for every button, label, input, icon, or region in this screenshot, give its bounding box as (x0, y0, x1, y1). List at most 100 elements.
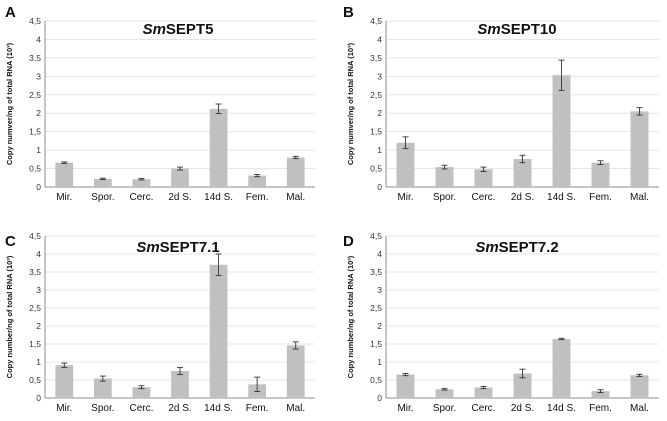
bar (435, 167, 454, 187)
bar (435, 389, 454, 398)
y-tick-label: 0 (377, 393, 382, 403)
chart-title: SmSEPT7.2 (475, 239, 558, 256)
y-tick-label: 1,5 (29, 127, 41, 137)
chart-panel-a: 0 0,5 1 1,5 2 2,5 3 3,5 4 4,5 Mir. Spor. Cerc. 2d S. 1… (5, 4, 315, 203)
chart-panel-c: 0 0,5 1 1,5 2 2,5 3 3,5 4 4,5 Mir. Spor. Cerc. 2d S. 1… (5, 231, 315, 414)
chart-panel-b: 0 0,5 1 1,5 2 2,5 3 3,5 4 4,5 Mir. Spor. Cerc. 2d S. 1… (343, 4, 659, 203)
y-tick-label: 0,5 (370, 375, 382, 385)
y-tick-label: 0 (377, 182, 382, 192)
y-tick-label: 4 (377, 34, 382, 44)
bar (552, 338, 571, 398)
y-tick-label: 0,5 (370, 164, 382, 174)
y-tick-label: 2 (377, 108, 382, 118)
y-tick-label: 4,5 (370, 231, 382, 241)
bar (171, 371, 189, 398)
panel-letter: D (343, 233, 354, 250)
chart-title-rest: SEPT5 (166, 21, 214, 38)
bar (132, 179, 151, 187)
y-tick-label: 1 (36, 357, 41, 367)
y-tick-label: 2,5 (370, 90, 382, 100)
x-tick-label: Fem. (589, 192, 612, 203)
chart-panel-d: 0 0,5 1 1,5 2 2,5 3 3,5 4 4,5 Mir. Spor. Cerc. 2d S. 1… (343, 231, 659, 414)
bar (93, 178, 112, 187)
bar (286, 157, 305, 187)
chart-title: SmSEPT5 (143, 21, 214, 38)
bar (248, 175, 267, 187)
bar (396, 374, 415, 398)
x-tick-label: Fem. (589, 403, 612, 414)
y-tick-label: 3 (36, 285, 41, 295)
x-tick-label: 14d S. (204, 403, 233, 414)
y-tick-label: 2 (377, 321, 382, 331)
y-tick-label: 4 (36, 34, 41, 44)
y-tick-label: 3,5 (370, 267, 382, 277)
panel-letter: B (343, 4, 354, 21)
chart-title-rest: SEPT7.1 (160, 239, 220, 256)
y-tick-label: 1,5 (29, 339, 41, 349)
x-tick-label: 2d S. (511, 403, 534, 414)
y-tick-label: 3 (377, 285, 382, 295)
y-tick-label: 4 (377, 249, 382, 259)
y-tick-label: 4,5 (370, 16, 382, 26)
x-tick-label: Cerc. (129, 192, 153, 203)
x-tick-label: Mir. (397, 192, 413, 203)
y-axis-label: Copy numver/ng of total RNA (10³) (5, 42, 14, 165)
bar (132, 387, 151, 398)
x-tick-label: Cerc. (472, 403, 496, 414)
y-tick-label: 1 (36, 145, 41, 155)
x-tick-label: Mir. (56, 403, 72, 414)
y-tick-label: 0 (36, 393, 41, 403)
y-tick-label: 4,5 (29, 231, 41, 241)
bar (55, 162, 74, 187)
y-tick-label: 3,5 (370, 53, 382, 63)
bar (630, 111, 649, 187)
bar (474, 169, 493, 187)
y-tick-label: 0,5 (29, 164, 41, 174)
bar (209, 108, 228, 187)
y-tick-label: 4,5 (29, 16, 41, 26)
x-tick-label: 14d S. (547, 192, 576, 203)
y-tick-label: 1 (377, 145, 382, 155)
x-tick-label: 2d S. (168, 403, 191, 414)
y-tick-label: 3,5 (29, 53, 41, 63)
y-tick-label: 3,5 (29, 267, 41, 277)
y-tick-label: 3 (36, 71, 41, 81)
y-tick-label: 1,5 (370, 127, 382, 137)
chart-title: SmSEPT10 (477, 21, 556, 38)
panel-letter: A (5, 4, 16, 21)
panel-letter: C (5, 233, 16, 250)
y-tick-label: 2 (36, 321, 41, 331)
bar (552, 75, 571, 187)
chart-title-italic: Sm (475, 239, 498, 256)
y-tick-label: 3 (377, 71, 382, 81)
y-axis-label: Copy number/ng of total RNA (10³) (5, 255, 14, 378)
x-tick-label: Spor. (91, 403, 114, 414)
y-tick-label: 0 (36, 182, 41, 192)
x-tick-label: Cerc. (129, 403, 153, 414)
chart-title-rest: SEPT7.2 (499, 239, 559, 256)
x-tick-label: Mal. (630, 192, 649, 203)
x-tick-label: Mir. (56, 192, 72, 203)
x-tick-label: Mal. (630, 403, 649, 414)
x-tick-label: 14d S. (204, 192, 233, 203)
x-tick-label: 2d S. (168, 192, 191, 203)
y-tick-label: 1,5 (370, 339, 382, 349)
bar (396, 142, 415, 187)
bar (286, 345, 305, 398)
x-tick-label: 14d S. (547, 403, 576, 414)
x-tick-label: Spor. (91, 192, 114, 203)
bar (171, 168, 189, 187)
bar (474, 387, 493, 398)
y-tick-label: 2,5 (29, 90, 41, 100)
x-tick-label: Fem. (246, 403, 269, 414)
x-tick-label: Cerc. (472, 192, 496, 203)
bar (630, 375, 649, 398)
y-axis-label: Copy number/ng of total RNA (10³) (346, 255, 355, 378)
y-tick-label: 2,5 (370, 303, 382, 313)
y-tick-label: 2 (36, 108, 41, 118)
y-tick-label: 0,5 (29, 375, 41, 385)
x-tick-label: Fem. (246, 192, 269, 203)
y-tick-label: 1 (377, 357, 382, 367)
y-axis-label: Copy numver/ng of total RNA (10³) (346, 42, 355, 165)
